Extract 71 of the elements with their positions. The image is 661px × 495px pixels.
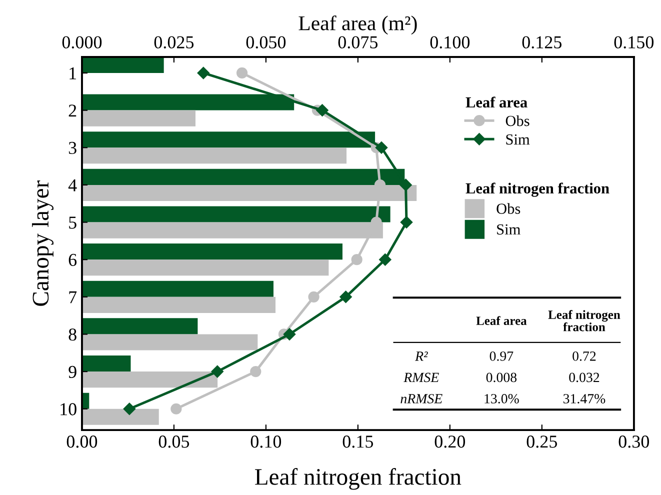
point [283, 328, 296, 340]
y-tick-label: 4 [68, 179, 77, 192]
text: Leaf nitrogen fraction [466, 182, 610, 197]
x2-tick-label: 0.050 [246, 36, 286, 48]
bar [82, 260, 329, 276]
y-axis-title: Canopy layer [32, 180, 54, 306]
annotation: R² [415, 352, 428, 361]
bar [82, 356, 131, 372]
x-tick-label: 0.00 [66, 436, 98, 448]
x-tick-label: 0.15 [342, 436, 374, 448]
x-tick-label: 0.05 [158, 436, 190, 448]
x-tick-label: 0.10 [250, 436, 282, 448]
y-tick-label: 7 [69, 291, 77, 304]
annotation: 0.032 [569, 372, 600, 382]
annotation: 0.72 [572, 351, 596, 361]
point [351, 254, 362, 266]
point [236, 67, 248, 79]
point [197, 66, 210, 80]
bar [82, 280, 274, 297]
legend-label: Sim [506, 134, 530, 145]
x2-tick-label: 0.000 [62, 36, 102, 48]
bar [82, 206, 390, 222]
x2-tick-label: 0.025 [154, 36, 194, 48]
point [308, 291, 320, 302]
point [375, 142, 388, 154]
y-tick-label: 6 [68, 254, 77, 266]
annotation: Leaf nitrogen fraction [548, 310, 620, 332]
bar [82, 408, 159, 425]
x2-tick-label: 0.125 [522, 36, 562, 48]
y-tick-label: 9 [68, 366, 76, 378]
bar [82, 244, 342, 260]
y-tick-label: 8 [68, 328, 76, 341]
text: Leaf area [466, 96, 528, 108]
x-tick-label: 0.20 [434, 436, 466, 448]
x-tick-label: 0.25 [526, 436, 558, 448]
point [123, 402, 136, 415]
y-tick-label: 1 [70, 67, 76, 80]
x2-tick-label: 0.100 [430, 36, 470, 48]
y-tick-label: 3 [68, 142, 76, 154]
annotation: 0.97 [490, 351, 514, 361]
bar [82, 56, 164, 73]
x2-axis-title: Leaf area (m²) [298, 15, 417, 35]
x-tick-label: 0.30 [618, 436, 650, 448]
point [340, 290, 352, 304]
x-axis-title: Leaf nitrogen fraction [255, 468, 462, 490]
annotation: 31.47% [563, 394, 606, 404]
y-tick-label: 2 [68, 104, 76, 117]
annotation: 0.008 [486, 372, 517, 382]
bar [82, 148, 347, 164]
point [211, 365, 224, 378]
point [400, 178, 412, 192]
legend-label: Obs [506, 115, 530, 126]
x2-tick-label: 0.075 [338, 36, 378, 48]
legend-label: Sim [497, 224, 520, 235]
bar [82, 318, 198, 334]
bar [82, 334, 258, 350]
annotation: nRMSE [400, 394, 442, 404]
annotation: RMSE [404, 372, 439, 382]
annotation: 13.0% [484, 394, 519, 404]
point [316, 104, 328, 116]
bar [82, 296, 276, 313]
annotation: Leaf area [476, 316, 527, 326]
point [379, 253, 392, 266]
x2-tick-label: 0.150 [614, 36, 654, 48]
point [170, 403, 182, 414]
y-tick-label: 10 [60, 403, 76, 416]
legend-label: Obs [496, 203, 520, 214]
bar [82, 110, 196, 126]
y-tick-label: 5 [69, 216, 76, 229]
point [250, 366, 262, 378]
point [400, 216, 413, 228]
